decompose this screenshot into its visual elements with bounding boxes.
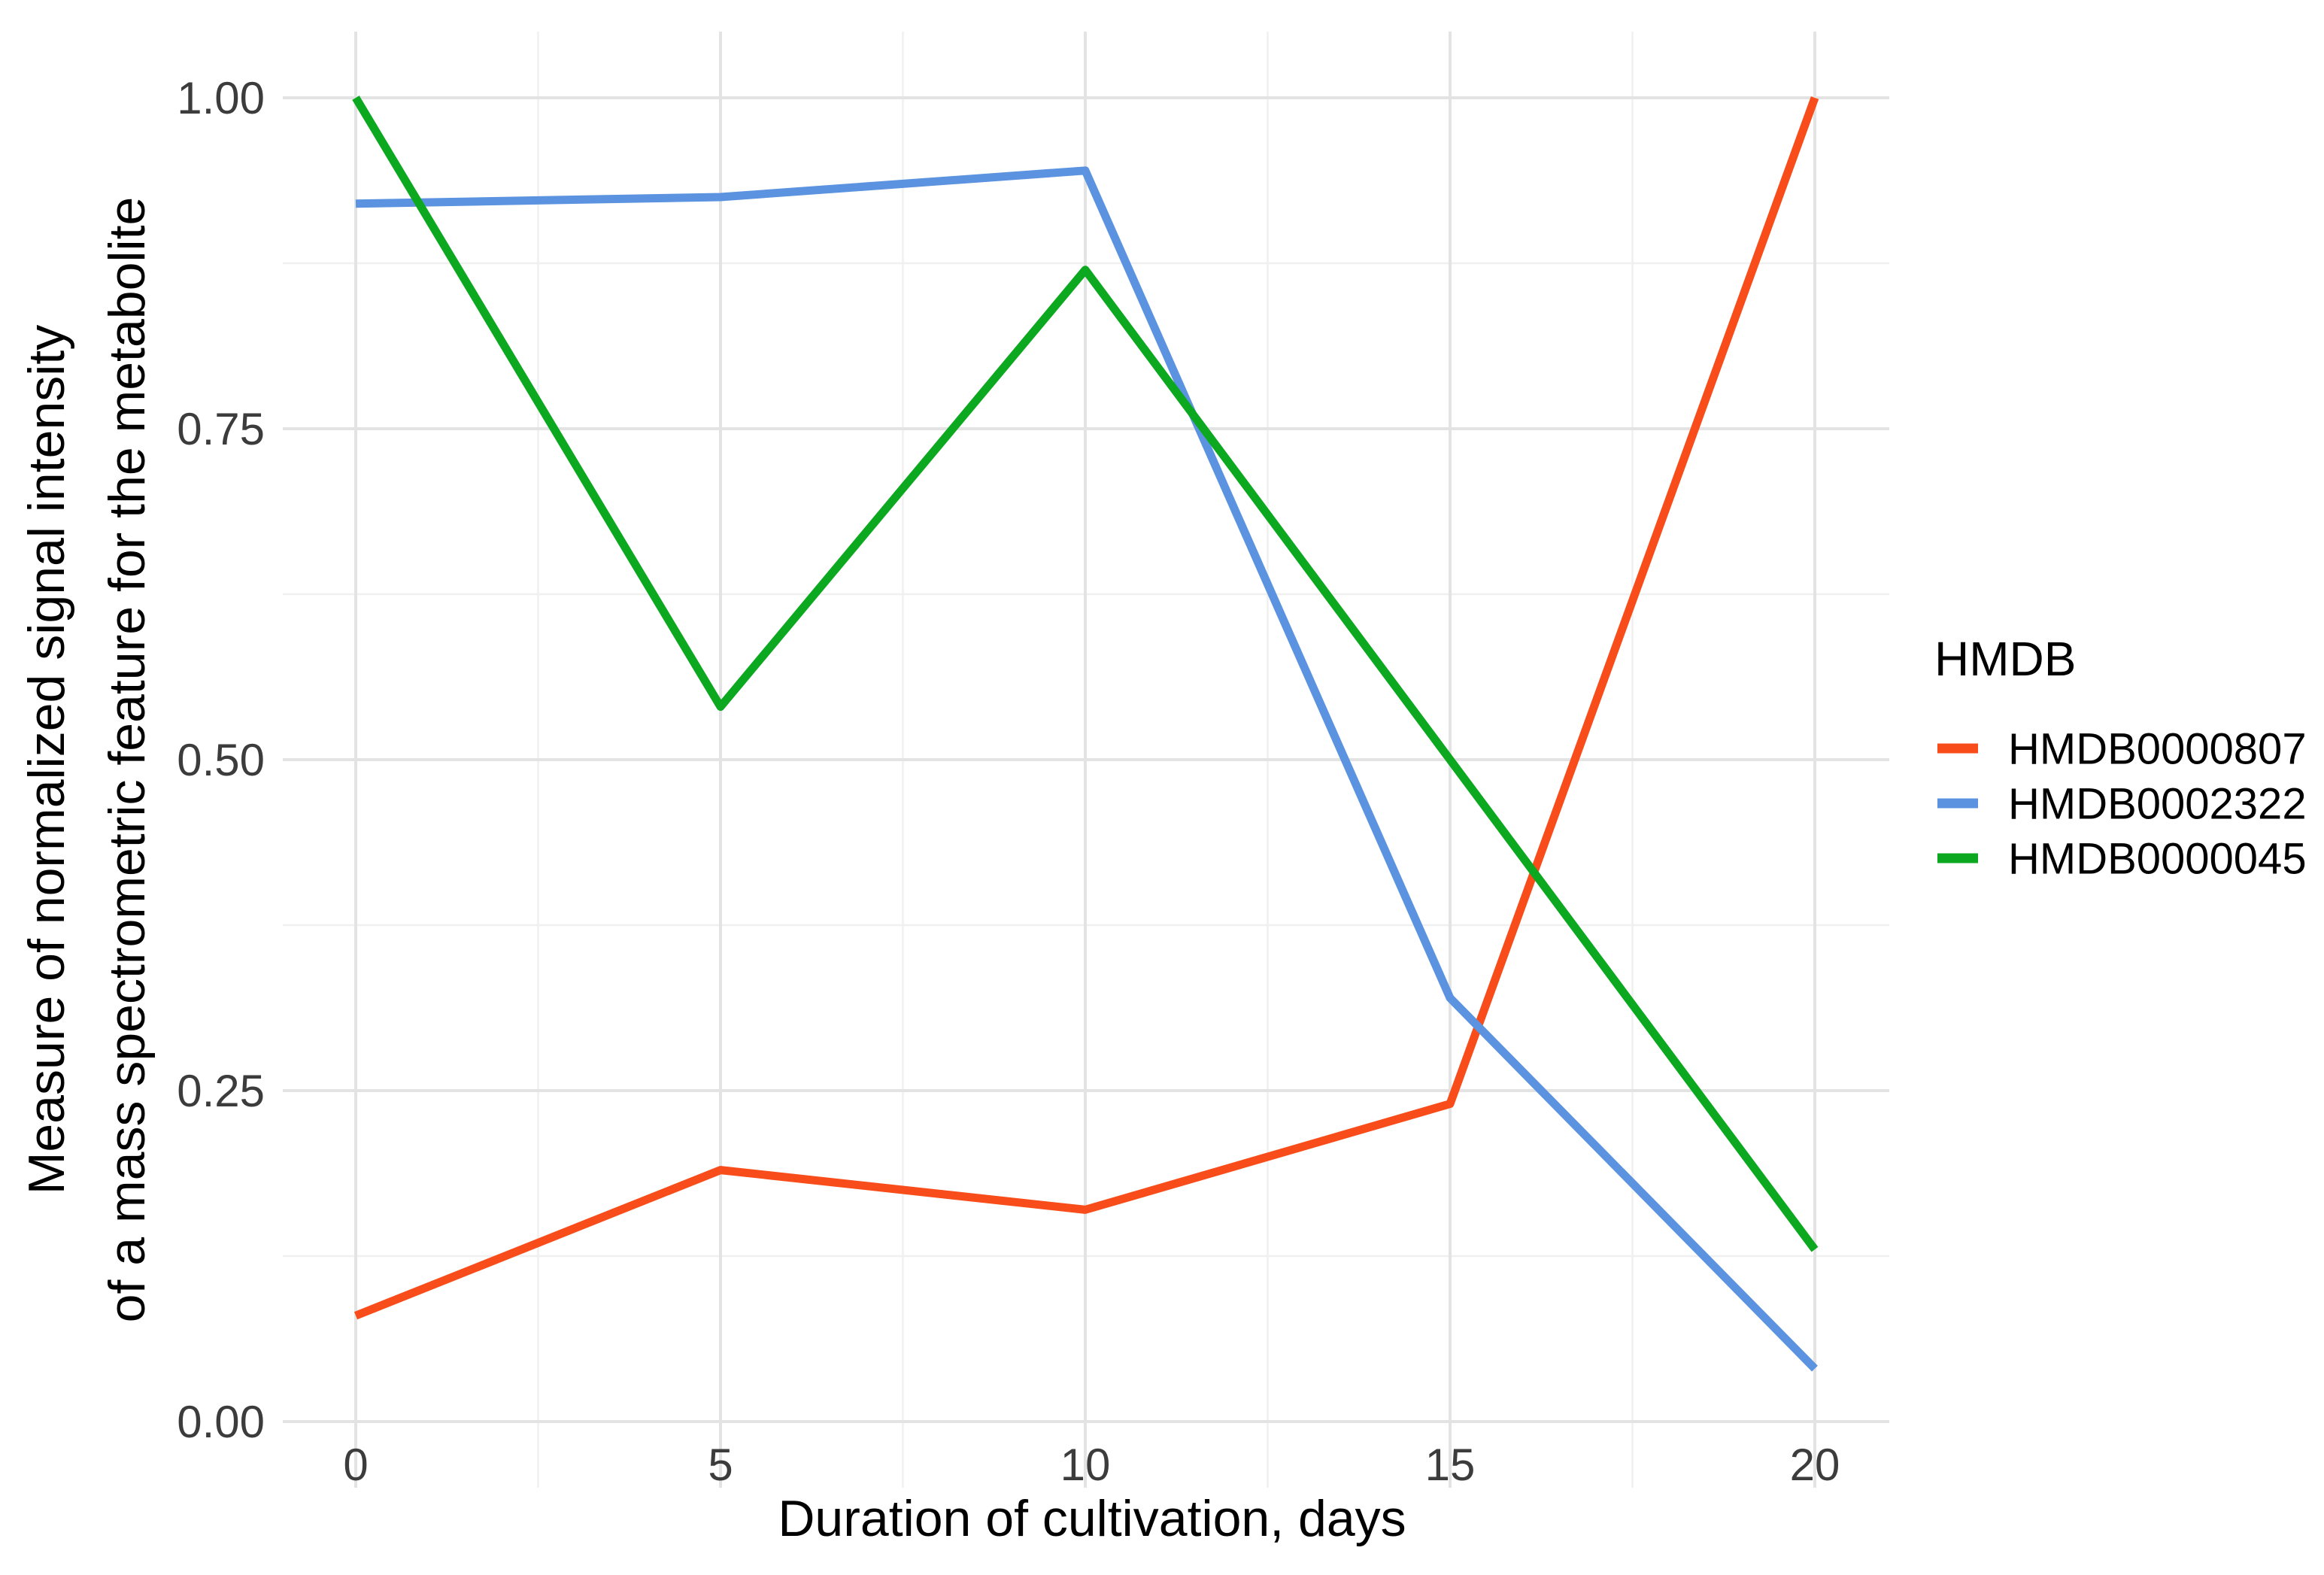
x-axis-tick-labels: 0 5 10 15 20 — [343, 1440, 1840, 1490]
legend-item-label: HMDB0000045 — [2008, 834, 2307, 883]
x-tick-label: 5 — [708, 1440, 733, 1490]
series-line-HMDB0000807 — [353, 96, 1819, 1320]
legend-title: HMDB — [1934, 632, 2076, 686]
y-tick-label: 0.25 — [177, 1066, 265, 1116]
y-tick-label: 0.00 — [177, 1397, 265, 1447]
y-tick-label: 0.75 — [177, 404, 265, 454]
series-line-HMDB0000045 — [352, 96, 1819, 1252]
x-tick-label: 10 — [1060, 1440, 1111, 1490]
legend-item-label: HMDB0002322 — [2008, 779, 2307, 828]
legend-item-label: HMDB0000807 — [2008, 724, 2307, 773]
y-tick-label: 0.50 — [177, 735, 265, 785]
x-tick-label: 15 — [1425, 1440, 1476, 1490]
x-tick-label: 20 — [1790, 1440, 1840, 1490]
series-lines — [352, 96, 1819, 1372]
x-axis-title: Duration of cultivation, days — [778, 1490, 1406, 1547]
y-axis-tick-labels: 0.00 0.25 0.50 0.75 1.00 — [177, 73, 265, 1447]
y-axis-title-line-1: Measure of normalized signal intensity — [18, 325, 75, 1195]
y-axis-title-line-2: of a mass spectrometric feature for the … — [99, 197, 156, 1323]
x-tick-label: 0 — [343, 1440, 368, 1490]
series-line-HMDB0002322 — [355, 166, 1818, 1372]
y-tick-label: 1.00 — [177, 73, 265, 123]
major-gridlines — [283, 32, 1889, 1488]
legend: HMDB HMDB0000807 HMDB0002322 HMDB0000045 — [1934, 632, 2307, 883]
